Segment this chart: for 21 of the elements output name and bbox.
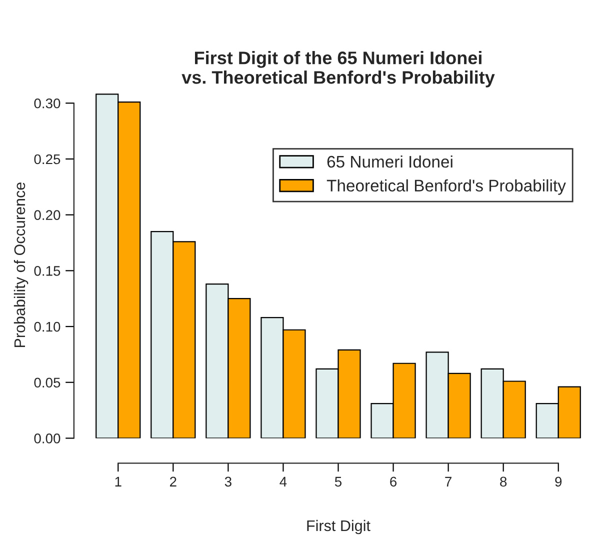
y-tick-label: 0.20 bbox=[34, 210, 60, 220]
x-tick-label: 9 bbox=[555, 476, 562, 487]
x-tick-label: 4 bbox=[280, 476, 287, 486]
x-axis-title: First Digit bbox=[307, 520, 370, 534]
x-tick-label: 1 bbox=[115, 476, 122, 486]
y-tick-label: 0.15 bbox=[34, 266, 60, 276]
y-tick-label: 0.25 bbox=[34, 154, 60, 164]
chart-title: First Digit of the 65 Numeri Idonei vs. Theoretical Benford's Probability bbox=[182, 51, 495, 88]
x-tick-label: 2 bbox=[170, 476, 176, 486]
x-tick-label: 5 bbox=[334, 476, 342, 487]
y-tick-label: 0.05 bbox=[34, 378, 60, 388]
legend-label: Theoretical Benford's Probability bbox=[326, 179, 566, 195]
x-tick-label: 8 bbox=[500, 476, 507, 487]
x-tick-label: 7 bbox=[445, 476, 452, 486]
legend-label: 65 Numeri Idonei bbox=[327, 155, 452, 168]
x-tick-label: 3 bbox=[224, 476, 232, 487]
y-tick-label: 0.10 bbox=[34, 322, 60, 332]
x-tick-label: 6 bbox=[390, 476, 397, 487]
y-tick-label: 0.00 bbox=[34, 434, 60, 444]
y-tick-label: 0.30 bbox=[34, 98, 60, 108]
y-axis-title: Probability of Occurence bbox=[14, 182, 28, 348]
